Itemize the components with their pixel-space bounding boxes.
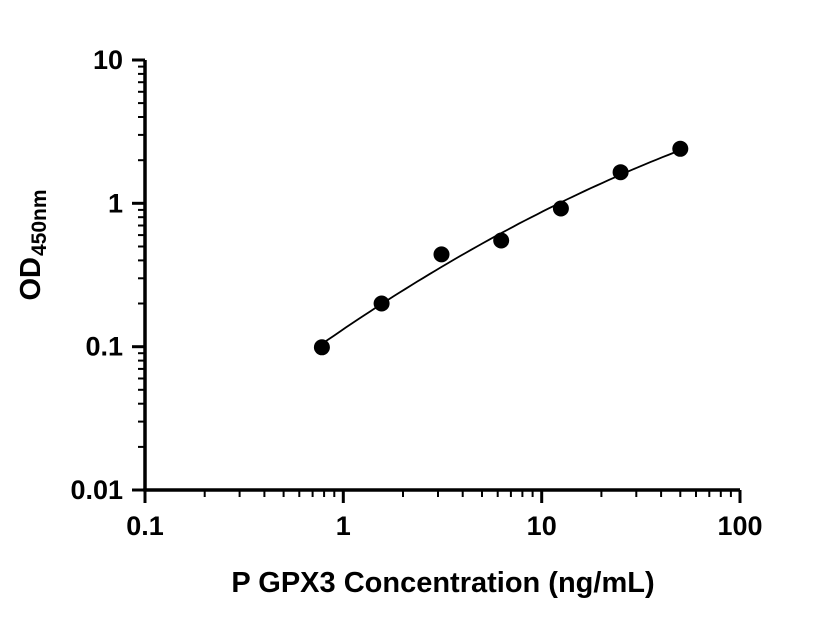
- data-point: [552, 200, 569, 217]
- y-axis-title-subscript: 450nm: [28, 189, 51, 256]
- data-point: [313, 339, 330, 356]
- data-point: [672, 140, 689, 157]
- y-tick-label: 0.1: [85, 332, 123, 362]
- data-point: [493, 232, 510, 249]
- y-tick-label: 10: [93, 45, 123, 75]
- y-tick-label: 1: [108, 188, 123, 218]
- x-tick-label: 1: [336, 511, 351, 541]
- x-axis-title: P GPX3 Concentration (ng/mL): [231, 567, 654, 599]
- y-axis-title: OD450nm: [15, 189, 51, 300]
- data-point: [373, 295, 390, 312]
- y-axis-title-main: OD: [15, 257, 47, 301]
- x-tick-label: 10: [527, 511, 557, 541]
- data-point: [433, 246, 450, 263]
- data-point: [612, 164, 629, 181]
- x-tick-label: 100: [717, 511, 762, 541]
- y-tick-label: 0.01: [70, 475, 123, 505]
- x-tick-label: 0.1: [126, 511, 164, 541]
